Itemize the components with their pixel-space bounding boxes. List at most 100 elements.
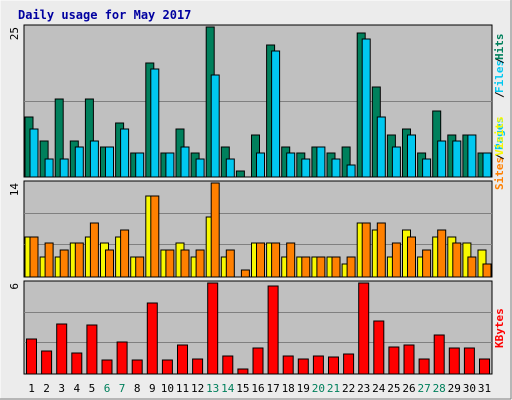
sites-bar <box>240 269 250 278</box>
files-bar <box>437 140 447 178</box>
x-tick-label: 18 <box>282 382 295 395</box>
x-tick-label: 29 <box>448 382 461 395</box>
y-max-label: 6 <box>8 283 21 290</box>
kbytes-bar <box>388 346 400 375</box>
series-label: / <box>493 57 506 64</box>
kbytes-bar <box>237 368 249 375</box>
kbytes-bar <box>192 358 204 375</box>
kbytes-bar <box>343 353 355 375</box>
kbytes-bar <box>433 334 445 375</box>
panel-kbytes: 6 KBytes <box>8 280 506 375</box>
series-label: KBytes <box>493 308 506 348</box>
kbytes-bar <box>131 359 143 375</box>
x-tick-label: 19 <box>297 382 310 395</box>
kbytes-bar <box>267 285 279 375</box>
files-bar <box>391 146 401 178</box>
kbytes-bar <box>252 347 264 375</box>
sites-bar <box>256 242 265 278</box>
kbytes-bar <box>463 347 475 375</box>
sites-bar <box>44 242 54 278</box>
sites-bar <box>376 222 386 278</box>
sites-bar <box>407 236 416 278</box>
files-bar <box>361 38 371 178</box>
sites-bar <box>346 256 356 278</box>
files-bar <box>316 146 326 178</box>
files-bar <box>286 152 296 178</box>
kbytes-bar <box>116 341 128 375</box>
kbytes-bar <box>161 359 173 375</box>
sites-bar <box>286 242 296 278</box>
kbytes-bar <box>358 282 370 375</box>
x-tick-label: 3 <box>58 382 65 395</box>
sites-bar <box>301 256 311 278</box>
files-bar <box>467 134 477 178</box>
files-bar <box>89 140 99 178</box>
kbytes-bar <box>418 358 430 375</box>
files-bar <box>482 152 492 178</box>
x-tick-label: 10 <box>161 382 174 395</box>
files-bar <box>29 128 39 178</box>
x-tick-label: 16 <box>251 382 264 395</box>
sites-bar <box>120 229 130 278</box>
x-tick-label: 7 <box>119 382 126 395</box>
x-tick-label: 1 <box>28 382 35 395</box>
sites-bar <box>467 256 477 278</box>
series-label: Sites <box>493 157 506 190</box>
sites-bar <box>422 249 432 278</box>
sites-bar <box>29 236 39 278</box>
x-tick-label: 23 <box>357 382 370 395</box>
sites-bar <box>482 263 492 278</box>
sites-bar <box>437 229 447 278</box>
sites-bar <box>165 249 175 278</box>
sites-bar <box>180 249 190 278</box>
kbytes-bar <box>373 320 385 375</box>
x-tick-label: 26 <box>402 382 415 395</box>
files-bar <box>195 158 205 178</box>
files-bar <box>105 146 114 178</box>
sites-bar <box>210 182 220 278</box>
x-tick-label: 11 <box>176 382 189 395</box>
files-bar <box>44 158 54 178</box>
kbytes-bar <box>56 323 68 375</box>
kbytes-bar <box>86 324 98 375</box>
x-tick-label: 17 <box>266 382 279 395</box>
series-label: / <box>493 153 506 160</box>
x-tick-label: 27 <box>417 382 430 395</box>
x-tick-label: 2 <box>43 382 50 395</box>
files-bar <box>376 116 386 178</box>
sites-bar <box>150 195 160 278</box>
series-label: Pages <box>493 117 506 150</box>
files-bar <box>210 74 220 178</box>
series-label: / <box>493 91 506 98</box>
x-tick-label: 13 <box>206 382 219 395</box>
sites-bar <box>331 256 341 278</box>
series-label: Visits <box>493 116 506 156</box>
x-tick-label: 30 <box>463 382 476 395</box>
x-tick-label: 22 <box>342 382 355 395</box>
x-tick-label: 12 <box>191 382 204 395</box>
kbytes-bar <box>222 355 234 375</box>
x-tick-label: 25 <box>387 382 400 395</box>
files-bar <box>452 140 462 178</box>
series-label: Hits <box>493 34 506 61</box>
kbytes-bar <box>479 358 490 375</box>
x-tick-label: 8 <box>134 382 141 395</box>
x-tick-label: 5 <box>89 382 96 395</box>
sites-bar <box>59 249 69 278</box>
sites-bar <box>316 256 326 278</box>
kbytes-bar <box>328 356 339 375</box>
x-tick-label: 14 <box>221 382 235 395</box>
files-bar <box>346 164 356 178</box>
sites-bar <box>89 222 99 278</box>
y-max-label: 25 <box>8 27 21 40</box>
files-bar <box>59 158 69 178</box>
files-bar <box>407 134 416 178</box>
files-bar <box>331 158 341 178</box>
kbytes-bar <box>71 352 83 375</box>
hits-bar <box>54 98 64 178</box>
panel-visits-sites: 14 Sites/Visits <box>8 116 506 278</box>
kbytes-bar <box>177 344 188 375</box>
sites-bar <box>361 222 371 278</box>
kbytes-bar <box>26 338 37 375</box>
